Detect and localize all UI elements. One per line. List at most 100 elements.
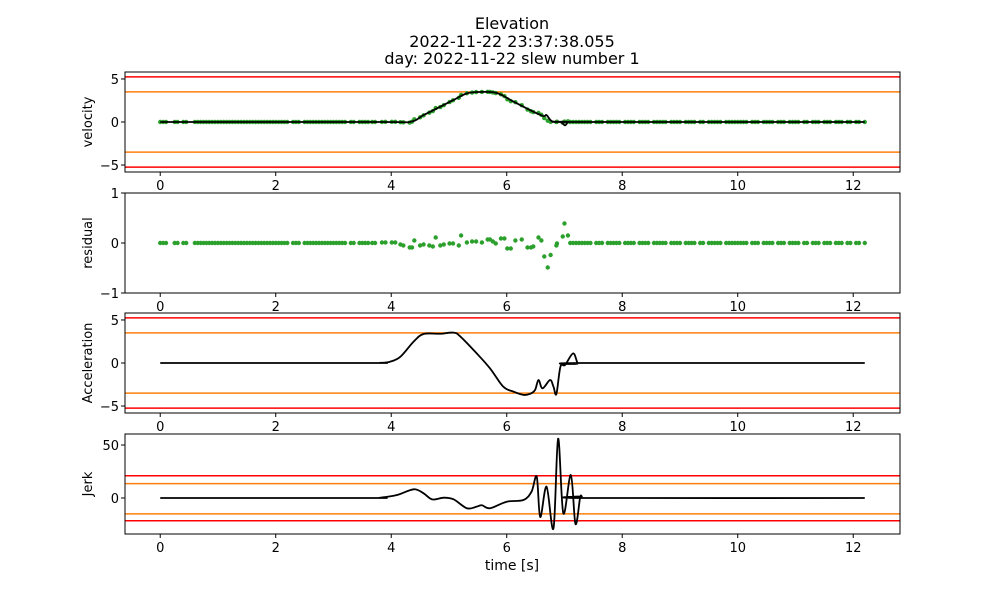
x-tick-label: 2	[272, 541, 280, 556]
residual-measured-point	[565, 233, 571, 238]
residual-measured-point	[427, 243, 432, 248]
residual-measured-point	[433, 235, 438, 240]
x-tick-label: 12	[845, 420, 862, 435]
residual-measured-point	[412, 238, 417, 243]
x-tick-label: 10	[729, 541, 746, 556]
y-tick-label: 50	[102, 439, 119, 454]
residual-measured-point	[513, 238, 518, 243]
x-tick-label: 4	[387, 179, 395, 194]
residual-measured-point	[450, 241, 456, 246]
velocity-fit-line	[160, 90, 865, 127]
residual-measured-point	[447, 241, 452, 246]
residual-y-axis-label: residual	[81, 217, 96, 269]
panel-velocity: 0 2 4 6 8 10 12 −5 0 5 velocity	[81, 71, 901, 194]
residual-measured-point	[464, 240, 470, 245]
residual-measured-point	[839, 240, 844, 246]
residual-measured-point	[365, 240, 371, 246]
x-tick-label: 0	[156, 179, 164, 194]
residual-measured-point	[351, 240, 356, 246]
residual-measured-point	[770, 240, 775, 246]
residual-measured-point	[441, 242, 446, 247]
x-tick-label: 2	[272, 420, 280, 435]
x-tick-label: 6	[503, 179, 511, 194]
residual-measured-point	[536, 235, 541, 240]
y-tick-label: 0	[111, 357, 119, 372]
residual-measured-point	[562, 221, 567, 226]
y-tick-label: −5	[100, 159, 119, 174]
residual-measured-point	[458, 233, 464, 238]
residual-measured-point	[796, 240, 801, 246]
x-tick-label: 6	[503, 300, 511, 315]
residual-measured-point	[502, 236, 507, 241]
x-tick-label: 10	[729, 300, 746, 315]
residual-measured-point	[692, 240, 697, 246]
residual-measured-point	[519, 237, 524, 242]
title-line-3: day: 2022-11-22 slew number 1	[384, 49, 639, 68]
residual-measured-point	[617, 240, 622, 246]
residual-measured-point	[545, 265, 550, 270]
y-tick-label: 0	[111, 492, 119, 507]
residual-measured-point	[599, 240, 605, 246]
acceleration-y-axis-label: Acceleration	[81, 323, 96, 404]
residual-measured-point	[542, 254, 547, 259]
residual-measured-point	[498, 236, 504, 241]
x-tick-label: 6	[503, 541, 511, 556]
velocity-plot-area	[125, 76, 900, 168]
residual-plot-area	[158, 221, 867, 270]
x-tick-label: 0	[156, 420, 164, 435]
residual-measured-point	[473, 239, 479, 244]
residual-measured-point	[383, 240, 388, 245]
residual-measured-point	[505, 246, 510, 251]
x-tick-label: 8	[618, 179, 626, 194]
y-tick-label: 5	[111, 73, 119, 88]
residual-measured-point	[848, 240, 853, 246]
residual-measured-point	[755, 240, 761, 246]
x-tick-label: 12	[845, 541, 862, 556]
title-line-2: 2022-11-22 23:37:38.055	[409, 32, 615, 51]
residual-measured-point	[525, 245, 530, 250]
x-tick-label: 10	[729, 179, 746, 194]
x-tick-label: 4	[387, 300, 395, 315]
residual-measured-point	[184, 240, 189, 246]
residual-measured-point	[827, 240, 833, 246]
residual-measured-point	[430, 244, 436, 249]
title-line-1: Elevation	[475, 14, 549, 33]
residual-measured-point	[479, 240, 485, 245]
residual-measured-point	[856, 240, 862, 246]
x-tick-label: 8	[618, 541, 626, 556]
residual-measured-point	[438, 243, 443, 248]
residual-measured-point	[700, 240, 706, 246]
residual-measured-point	[816, 240, 821, 246]
panel-residual: 0 2 4 6 8 10 12 −1 0 1 residual	[81, 187, 901, 315]
residual-measured-point	[493, 241, 498, 246]
residual-measured-point	[409, 245, 415, 250]
residual-measured-point	[548, 252, 553, 258]
velocity-y-axis-label: velocity	[81, 96, 96, 147]
panel-jerk: 0 2 4 6 8 10 12 0 50 Jerk	[81, 433, 901, 556]
residual-measured-point	[379, 240, 385, 245]
residual-measured-point	[342, 240, 348, 246]
x-tick-label: 8	[618, 420, 626, 435]
residual-measured-point	[718, 240, 723, 246]
y-tick-label: −1	[100, 287, 119, 302]
residual-measured-point	[531, 244, 536, 249]
y-tick-label: 5	[111, 314, 119, 329]
residual-measured-point	[285, 240, 290, 246]
x-tick-label: 12	[845, 300, 862, 315]
residual-measured-point	[862, 240, 867, 246]
chart-title: Elevation 2022-11-22 23:37:38.055 day: 2…	[384, 14, 639, 68]
residual-measured-point	[781, 240, 787, 246]
residual-measured-point	[539, 238, 544, 243]
residual-measured-point	[631, 240, 636, 246]
y-tick-label: 0	[111, 237, 119, 252]
x-tick-label: 8	[618, 300, 626, 315]
y-tick-label: −5	[100, 400, 119, 415]
residual-measured-point	[175, 240, 180, 246]
residual-measured-point	[469, 239, 475, 244]
x-tick-label: 4	[387, 420, 395, 435]
jerk-fit-line	[160, 437, 865, 530]
x-tick-label: 6	[503, 420, 511, 435]
residual-measured-point	[554, 241, 560, 246]
residual-measured-point	[508, 246, 513, 251]
